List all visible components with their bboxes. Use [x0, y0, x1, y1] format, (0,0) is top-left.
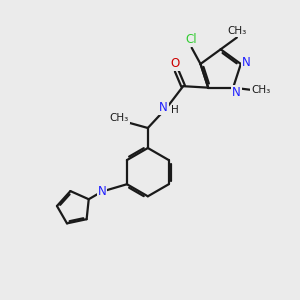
Text: N: N [159, 101, 168, 115]
Text: CH₃: CH₃ [251, 85, 270, 95]
Text: N: N [98, 185, 106, 198]
Text: CH₃: CH₃ [227, 26, 247, 36]
Text: N: N [232, 85, 241, 99]
Text: CH₃: CH₃ [110, 113, 129, 123]
Text: H: H [171, 105, 179, 115]
Text: N: N [242, 56, 250, 69]
Text: Cl: Cl [186, 33, 197, 46]
Text: O: O [171, 57, 180, 70]
